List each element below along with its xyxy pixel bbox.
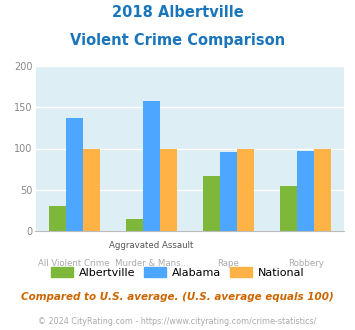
Text: Violent Crime Comparison: Violent Crime Comparison bbox=[70, 33, 285, 48]
Bar bbox=[143, 101, 160, 231]
Text: All Violent Crime: All Violent Crime bbox=[38, 259, 110, 268]
Bar bbox=[66, 118, 83, 231]
Bar bbox=[220, 152, 237, 231]
Text: Murder & Mans...: Murder & Mans... bbox=[115, 259, 188, 268]
Bar bbox=[203, 176, 220, 231]
Bar bbox=[49, 206, 66, 231]
Bar bbox=[126, 218, 143, 231]
Text: Robbery: Robbery bbox=[288, 259, 324, 268]
Bar bbox=[314, 148, 331, 231]
Text: © 2024 CityRating.com - https://www.cityrating.com/crime-statistics/: © 2024 CityRating.com - https://www.city… bbox=[38, 317, 317, 326]
Bar bbox=[237, 148, 254, 231]
Bar bbox=[297, 151, 314, 231]
Text: Aggravated Assault: Aggravated Assault bbox=[109, 241, 193, 250]
Text: Compared to U.S. average. (U.S. average equals 100): Compared to U.S. average. (U.S. average … bbox=[21, 292, 334, 302]
Bar bbox=[280, 185, 297, 231]
Bar bbox=[160, 148, 177, 231]
Legend: Albertville, Alabama, National: Albertville, Alabama, National bbox=[46, 263, 309, 282]
Text: Rape: Rape bbox=[218, 259, 240, 268]
Bar bbox=[83, 148, 100, 231]
Text: 2018 Albertville: 2018 Albertville bbox=[111, 5, 244, 20]
